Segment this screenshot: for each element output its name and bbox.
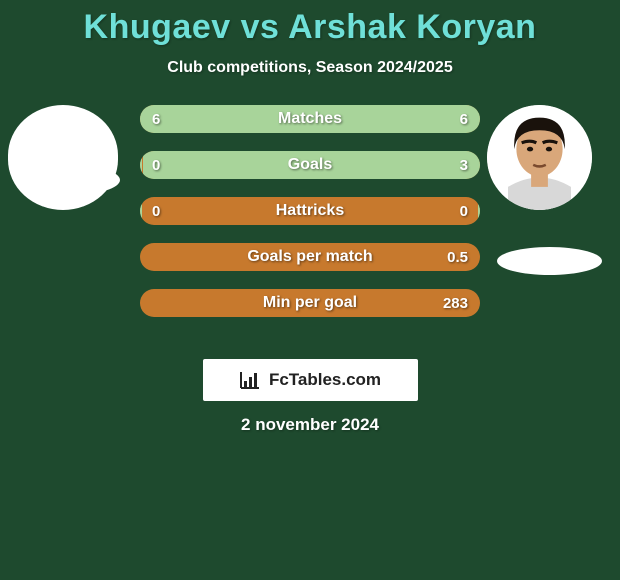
stat-label: Goals per match: [140, 243, 480, 271]
chart-icon: [239, 370, 261, 390]
stat-bars: Matches66Goals03Hattricks00Goals per mat…: [140, 105, 480, 335]
stat-value-right: 6: [460, 105, 468, 133]
stat-label: Hattricks: [140, 197, 480, 225]
comparison-card: Khugaev vs Arshak Koryan Club competitio…: [0, 0, 620, 580]
stat-row: Hattricks0 0: [140, 197, 480, 225]
date-text: 2 november 2024: [0, 415, 620, 435]
stat-value-right: 283: [443, 289, 468, 317]
branding-text: FcTables.com: [269, 370, 381, 390]
comparison-body: Matches66Goals03Hattricks00Goals per mat…: [0, 105, 620, 345]
stat-value-left: 6: [152, 105, 160, 133]
stat-value-right: 0: [460, 197, 468, 225]
stat-value-left: 0: [152, 151, 160, 179]
stat-label: Matches: [140, 105, 480, 133]
stat-value-right: 0.5: [447, 243, 468, 271]
stat-row: Goals0 3: [140, 151, 480, 179]
stat-value-right: 3: [460, 151, 468, 179]
player-right-flag: [497, 247, 602, 275]
stat-label: Min per goal: [140, 289, 480, 317]
branding-badge: FcTables.com: [203, 359, 418, 401]
stat-label: Goals: [140, 151, 480, 179]
subtitle: Club competitions, Season 2024/2025: [0, 59, 620, 77]
stat-value-left: 0: [152, 197, 160, 225]
stat-row: Goals per match0.5: [140, 243, 480, 271]
player-right-avatar: [487, 105, 592, 210]
stat-row: Min per goal283: [140, 289, 480, 317]
stat-row: Matches6 6: [140, 105, 480, 133]
player-left-flag: [20, 165, 120, 195]
face-icon: [487, 105, 592, 210]
page-title: Khugaev vs Arshak Koryan: [0, 0, 620, 47]
